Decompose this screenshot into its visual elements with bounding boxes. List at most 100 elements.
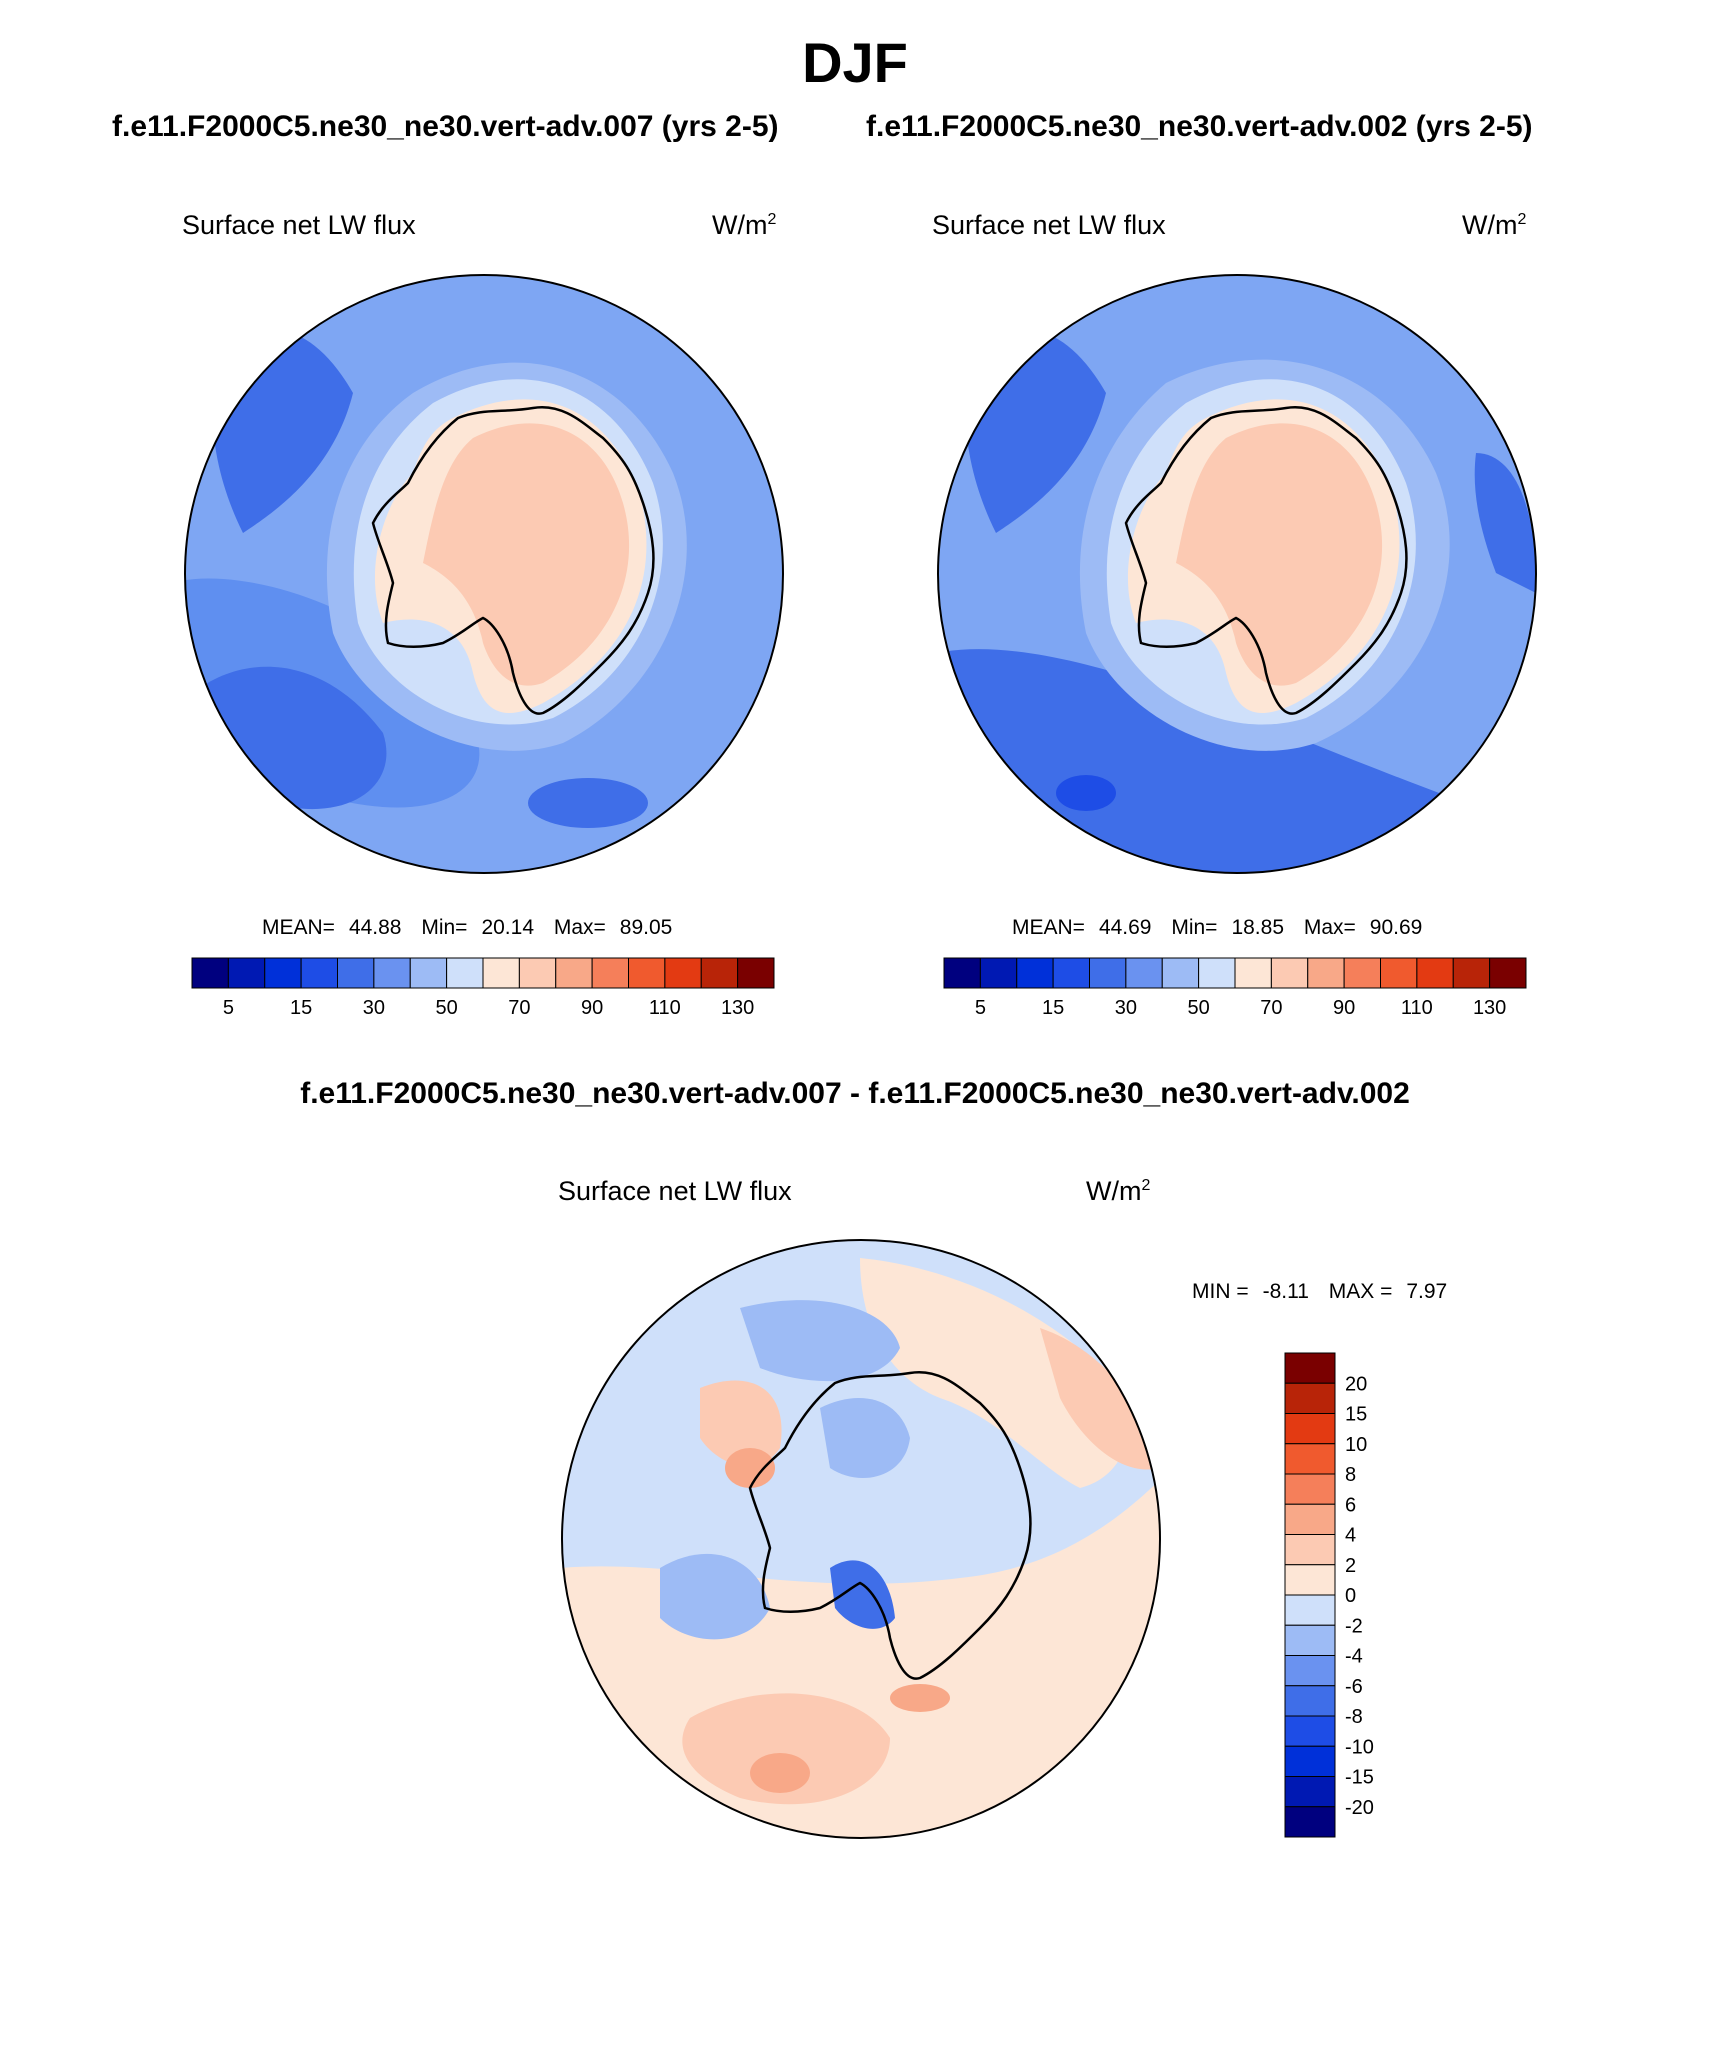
colorbar-swatch — [1198, 957, 1236, 989]
colorbar-swatch — [1284, 1745, 1336, 1777]
colorbar-swatch — [409, 957, 448, 989]
panel2-stats: MEAN= 44.69 Min= 18.85 Max= 90.69 — [1012, 916, 1436, 940]
colorbar-swatch — [1125, 957, 1163, 989]
colorbar-swatch — [1452, 957, 1491, 989]
colorbar-tick-label: 5 — [975, 997, 986, 1019]
mean-value: 44.69 — [1098, 916, 1152, 939]
colorbar-tick-label: 50 — [1188, 997, 1210, 1019]
panel3-variable-label: Surface net LW flux — [558, 1176, 792, 1206]
difference-title: f.e11.F2000C5.ne30_ne30.vert-adv.007 - f… — [300, 1077, 1410, 1110]
diff-negative-zone — [660, 1553, 770, 1640]
colorbar-swatch — [446, 957, 484, 989]
colorbar-swatch — [1284, 1443, 1336, 1475]
colorbar-swatch — [979, 957, 1018, 989]
colorbar-swatch — [1089, 957, 1127, 989]
colorbar-swatch — [1161, 957, 1200, 989]
min-value: 20.14 — [481, 916, 535, 939]
min-label: MIN = — [1192, 1280, 1249, 1303]
colorbar-tick-label: 2 — [1345, 1555, 1356, 1577]
diff-negative-peak — [830, 1560, 895, 1629]
colorbar-swatch — [943, 957, 981, 989]
land-high — [423, 423, 630, 686]
mean-label: MEAN= — [1012, 916, 1085, 939]
dark-ocean-patch — [1056, 775, 1116, 811]
figure-title: DJF — [802, 31, 908, 94]
map-boundary — [184, 274, 784, 874]
panel1-units-label: W/m2 — [712, 210, 777, 240]
colorbar-swatch — [518, 957, 557, 989]
panel1-variable-label: Surface net LW flux — [182, 210, 416, 240]
diff-negative-zone — [740, 1300, 900, 1382]
diff-positive-peak — [750, 1753, 810, 1793]
map-boundary — [937, 274, 1537, 874]
colorbar-tick-label: -20 — [1345, 1797, 1374, 1819]
colorbar-tick-label: 15 — [1042, 997, 1064, 1019]
colorbar-tick-label: 5 — [223, 997, 234, 1019]
colorbar-swatch — [737, 957, 775, 989]
map-panel-3 — [561, 1239, 1161, 1839]
colorbar-swatch — [1284, 1624, 1336, 1656]
colorbar-swatch — [700, 957, 739, 989]
colorbar-swatch — [1284, 1352, 1336, 1384]
colorbar-swatch — [1284, 1534, 1336, 1566]
colorbar-tick-label: 30 — [363, 997, 385, 1019]
map-boundary — [561, 1239, 1161, 1839]
colorbar-tick-label: 130 — [1473, 997, 1506, 1019]
max-value: 7.97 — [1406, 1280, 1448, 1303]
max-label: Max= — [1303, 916, 1356, 939]
colorbar-swatch — [227, 957, 266, 989]
dark-ocean-band — [938, 649, 1536, 873]
colorbar-swatch — [1284, 1473, 1336, 1505]
colorbar-swatch — [1284, 1594, 1336, 1626]
map-panel-1 — [184, 274, 784, 874]
colorbar-tick-label: -6 — [1345, 1676, 1363, 1698]
colorbar-tick-label: 10 — [1345, 1434, 1367, 1456]
panel3-stats: MIN = -8.11 MAX = 7.97 — [1192, 1280, 1461, 1304]
min-label: Min= — [1171, 916, 1218, 939]
antarctica-coastline — [371, 405, 655, 715]
colorbar-tick-label: 0 — [1345, 1585, 1356, 1607]
panel3-units-label: W/m2 — [1086, 1176, 1151, 1206]
colorbar-swatch — [1284, 1503, 1336, 1535]
antarctica-coastline — [748, 1370, 1032, 1680]
min-value: 18.85 — [1231, 916, 1285, 939]
colorbar-swatch — [1052, 957, 1090, 989]
colorbar-tick-label: 4 — [1345, 1525, 1356, 1547]
colorbar-tick-label: 6 — [1345, 1494, 1356, 1516]
colorbar-swatch — [1284, 1564, 1336, 1596]
colorbar-tick-label: 110 — [1401, 997, 1433, 1019]
diff-positive-zone — [700, 1380, 782, 1467]
diff-positive-peak — [725, 1448, 775, 1488]
colorbar-tick-label: 15 — [1345, 1404, 1367, 1426]
colorbar-swatch — [264, 957, 302, 989]
colorbar-swatch — [1284, 1655, 1336, 1687]
right-case-title: f.e11.F2000C5.ne30_ne30.vert-adv.002 (yr… — [866, 110, 1533, 143]
colorbar-tick-label: 70 — [1260, 997, 1282, 1019]
colorbar-swatch — [1284, 1685, 1336, 1717]
max-label: Max= — [553, 916, 606, 939]
colorbar-tick-label: 20 — [1345, 1373, 1367, 1395]
colorbar-swatch — [628, 957, 666, 989]
mean-value: 44.88 — [348, 916, 402, 939]
min-label: Min= — [421, 916, 468, 939]
colorbar-swatch — [1489, 957, 1527, 989]
colorbar-swatch — [1343, 957, 1381, 989]
mean-label: MEAN= — [262, 916, 335, 939]
colorbar-tick-label: 90 — [1333, 997, 1355, 1019]
panel1-stats: MEAN= 44.88 Min= 20.14 Max= 89.05 — [262, 916, 686, 940]
colorbar-tick-label: 130 — [721, 997, 754, 1019]
colorbar-swatch — [591, 957, 629, 989]
diff-positive-zone — [860, 1258, 1128, 1488]
panel2-variable-label: Surface net LW flux — [932, 210, 1166, 240]
colorbar-swatch — [1307, 957, 1345, 989]
colorbar-tick-label: 30 — [1115, 997, 1137, 1019]
colorbar-swatch — [191, 957, 229, 989]
diff-positive-zone — [1040, 1328, 1160, 1470]
dark-ocean-patch — [1474, 453, 1536, 593]
colorbar-swatch — [1284, 1806, 1336, 1838]
colorbar-tick-label: 50 — [436, 997, 458, 1019]
colorbar-panel-2: 5 15 30 50 70 90 110 130 — [943, 957, 1527, 1019]
colorbar-swatch — [1234, 957, 1272, 989]
colorbar-tick-label: 70 — [508, 997, 530, 1019]
map-panel-2 — [937, 274, 1537, 874]
